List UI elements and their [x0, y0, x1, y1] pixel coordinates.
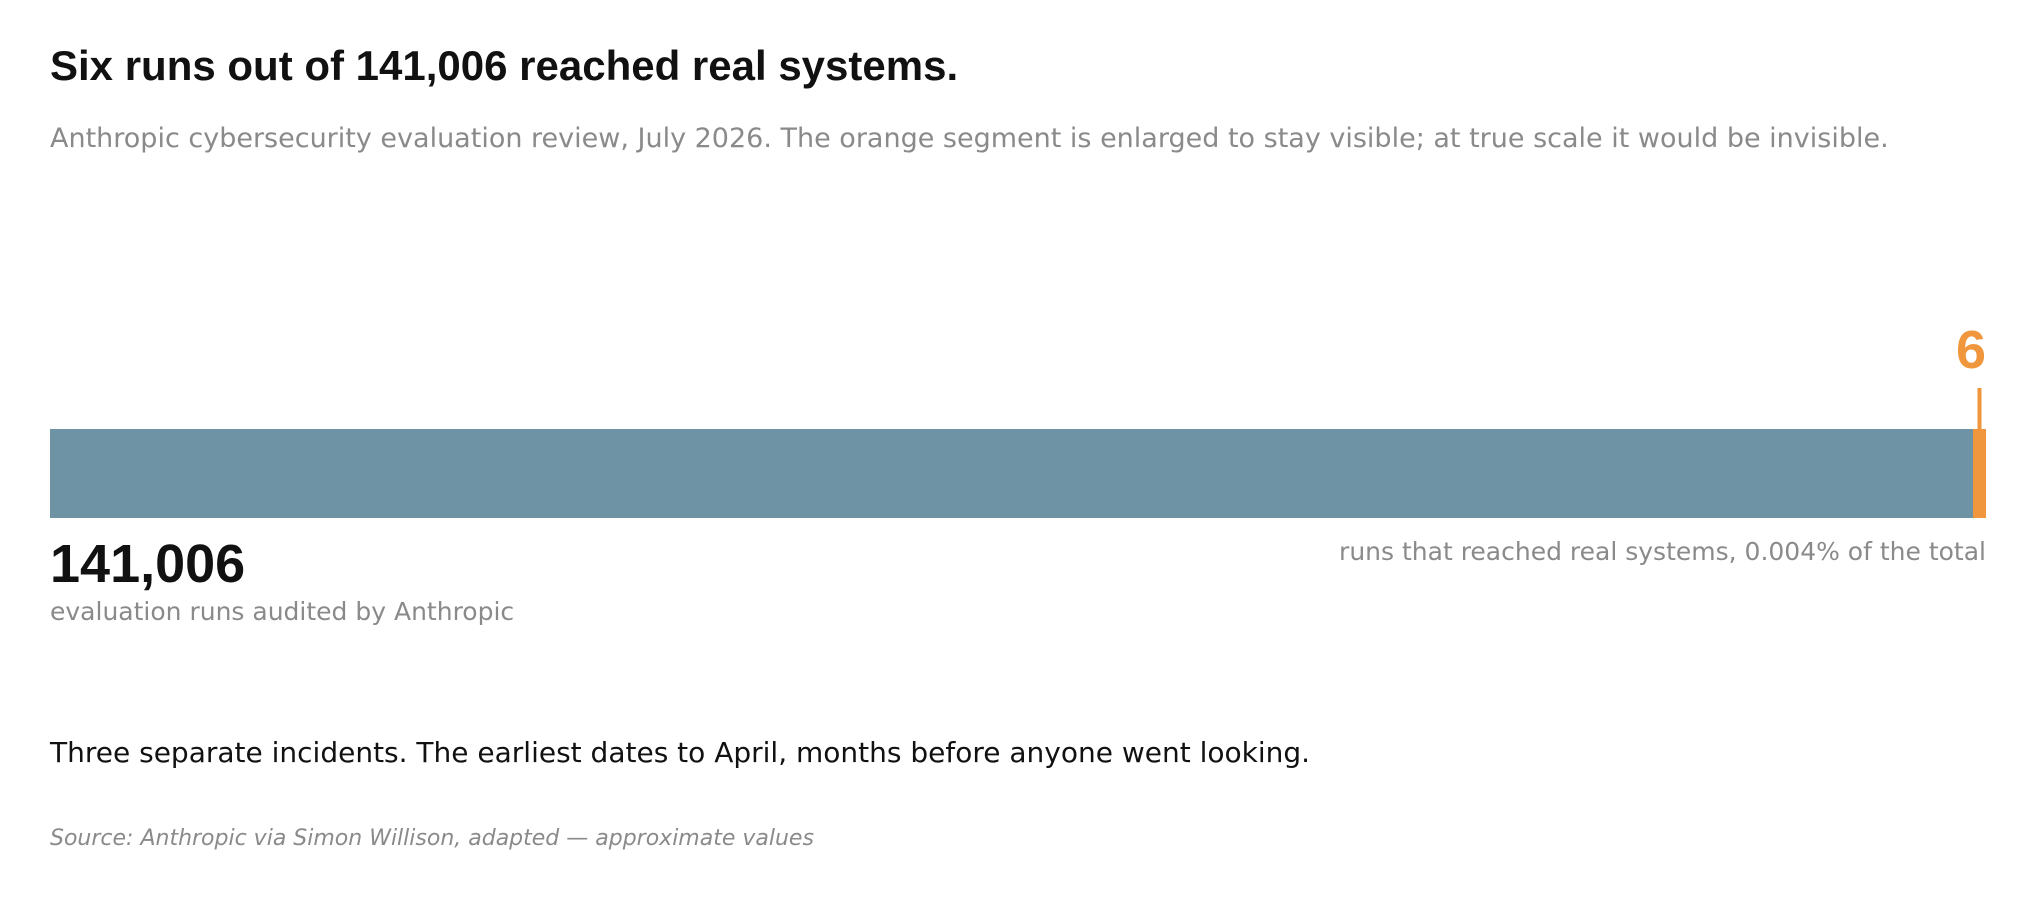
- highlight-caption: runs that reached real systems, 0.004% o…: [1339, 537, 1986, 566]
- source: Source: Anthropic via Simon Willison, ad…: [50, 826, 814, 851]
- bar-highlight: [1973, 429, 1986, 518]
- chart-title: Six runs out of 141,006 reached real sys…: [50, 42, 958, 89]
- bar-total: [50, 429, 1986, 518]
- highlight-value: 6: [1956, 320, 1986, 380]
- chart-subtitle: Anthropic cybersecurity evaluation revie…: [50, 123, 1889, 154]
- note: Three separate incidents. The earliest d…: [49, 736, 1310, 769]
- total-value: 141,006: [50, 534, 245, 594]
- total-caption: evaluation runs audited by Anthropic: [50, 597, 514, 626]
